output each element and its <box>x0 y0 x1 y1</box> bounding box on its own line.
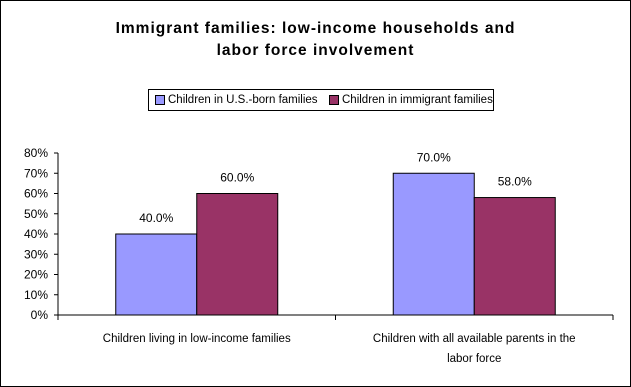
data-label: 70.0% <box>417 150 451 164</box>
bar <box>392 172 475 316</box>
legend-swatch-us-born <box>155 95 165 105</box>
legend-label-immigrant: Children in immigrant families <box>342 94 493 106</box>
data-label: 40.0% <box>139 211 173 225</box>
y-tick-label: 70% <box>24 166 48 180</box>
data-label: 60.0% <box>220 171 254 185</box>
y-tick-label: 30% <box>24 247 48 261</box>
y-tick-label: 40% <box>24 227 48 241</box>
y-tick-label: 0% <box>31 308 49 322</box>
y-tick-label: 80% <box>24 146 48 160</box>
legend-label-us-born: Children in U.S.-born families <box>168 94 318 106</box>
bar <box>196 193 279 316</box>
bar <box>473 197 556 316</box>
category-label: Children with all available parents in t… <box>373 333 576 365</box>
legend: Children in U.S.-born families Children … <box>148 89 494 111</box>
y-tick-label: 50% <box>24 207 48 221</box>
legend-item-us-born: Children in U.S.-born families <box>155 90 318 110</box>
y-tick-label: 20% <box>24 268 48 282</box>
data-label: 58.0% <box>498 175 532 189</box>
legend-item-immigrant: Children in immigrant families <box>329 90 493 110</box>
legend-swatch-immigrant <box>329 95 339 105</box>
y-tick-label: 60% <box>24 187 48 201</box>
category-label: Children living in low-income families <box>103 333 291 345</box>
bar <box>115 233 198 316</box>
chart-title: Immigrant families: low-income household… <box>115 20 516 59</box>
y-tick-label: 10% <box>24 288 48 302</box>
